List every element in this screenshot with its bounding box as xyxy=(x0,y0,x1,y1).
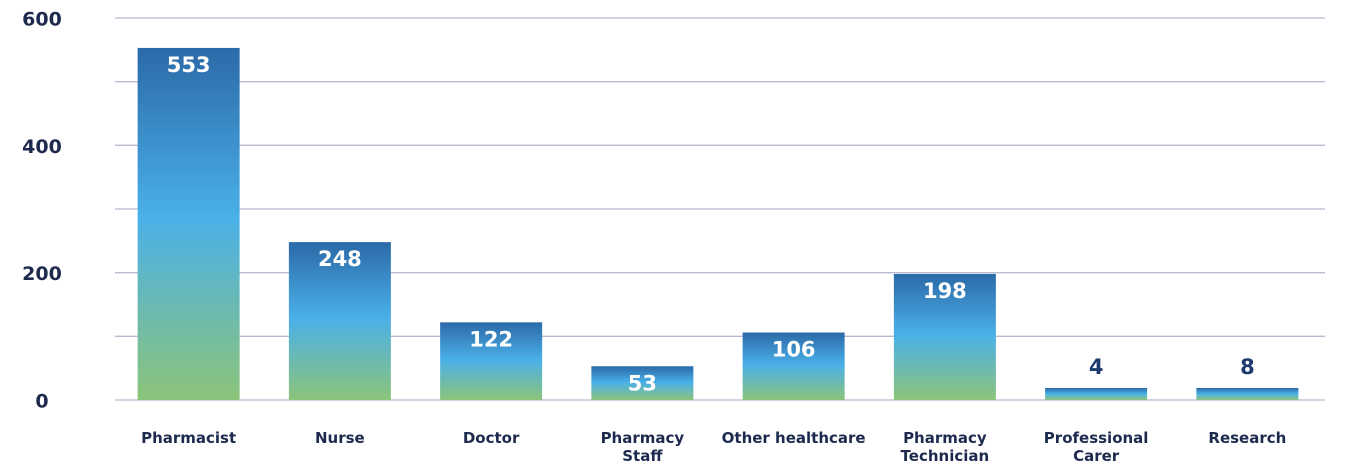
y-tick-label: 0 xyxy=(35,391,48,413)
x-tick-label: Research xyxy=(1208,429,1286,447)
x-axis-labels: Pharmacist Nurse Doctor Pharmacy Staff Other … xyxy=(141,429,1286,465)
x-tick-label: Pharmacy Staff xyxy=(601,429,685,465)
x-tick-label: Pharmacy Technician xyxy=(901,429,990,465)
data-label: 248 xyxy=(318,247,362,271)
data-label: 553 xyxy=(167,53,211,77)
y-tick-label: 600 xyxy=(22,9,62,31)
bar xyxy=(137,47,240,400)
data-label: 198 xyxy=(923,279,967,303)
bar xyxy=(440,322,543,400)
x-tick-label: Other healthcare xyxy=(722,429,866,447)
bar xyxy=(288,242,391,400)
data-label: 8 xyxy=(1240,355,1255,379)
x-tick-label: Doctor xyxy=(463,429,520,447)
x-tick-label: Professional Carer xyxy=(1044,429,1149,465)
bars: 553 248 122 53 106 198 4 8 xyxy=(137,47,1299,400)
bar xyxy=(1045,388,1148,400)
x-tick-label: Pharmacist xyxy=(141,429,236,447)
bar xyxy=(742,332,845,400)
data-label: 122 xyxy=(469,327,513,351)
data-label: 53 xyxy=(628,371,657,395)
data-label: 106 xyxy=(772,338,816,362)
bar xyxy=(893,273,996,400)
y-axis-ticks: 0 200 400 600 xyxy=(22,9,62,413)
bar xyxy=(591,366,694,400)
data-label: 4 xyxy=(1089,355,1104,379)
bar xyxy=(1196,388,1299,400)
x-tick-label: Nurse xyxy=(315,429,365,447)
y-tick-label: 400 xyxy=(22,136,62,158)
y-tick-label: 200 xyxy=(22,263,62,285)
